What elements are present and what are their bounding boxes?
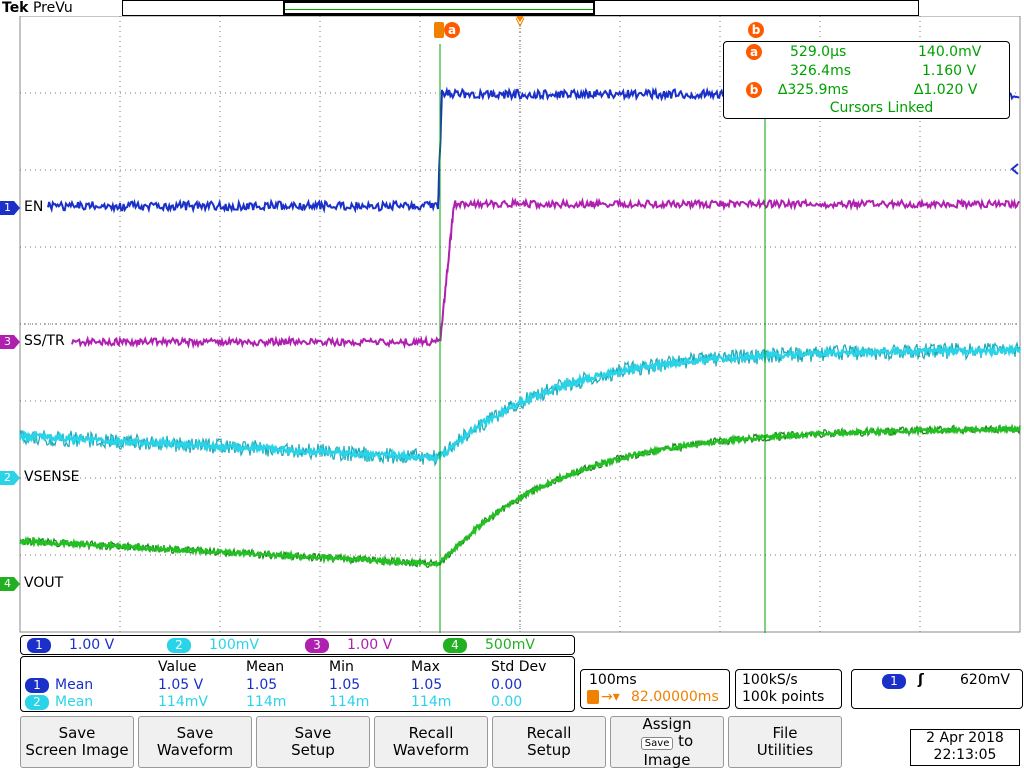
cursor-readout: a 529.0µs 140.0mV 326.4ms 1.160 V b ∆325… [723, 41, 1010, 119]
save-setup-button[interactable]: Save Setup [256, 716, 370, 768]
meas-row1-min: 1.05 [329, 676, 360, 694]
meas-row1-chip: 1 [25, 678, 49, 693]
assign-save-button[interactable]: Assign Save to Image [610, 716, 724, 768]
meas-header-min: Min [329, 658, 354, 676]
btn-line1: Save [257, 725, 369, 742]
meas-row1-stddev: 0.00 [491, 676, 522, 694]
btn-line2: Setup [257, 742, 369, 759]
meas-row2-max: 114m [411, 693, 451, 711]
trigger-level: 620mV [960, 672, 1010, 688]
btn-line2: Utilities [729, 742, 841, 759]
trigger-readout[interactable]: 1 ʃ 620mV [851, 669, 1023, 709]
btn-line2: Waveform [139, 742, 251, 759]
ch1-scale[interactable]: 1.00 V [69, 636, 114, 654]
cursor-a-time: 529.0µs [790, 43, 846, 61]
btn-line2: Screen Image [21, 742, 133, 759]
preview-line [285, 9, 593, 10]
meas-header-value: Value [158, 658, 196, 676]
save-waveform-button[interactable]: Save Waveform [138, 716, 252, 768]
ch1-scale-chip[interactable]: 1 [27, 638, 51, 653]
meas-row2-stddev: 0.00 [491, 693, 522, 711]
trigger-t-small-icon [587, 690, 599, 704]
trigger-source-chip: 1 [882, 674, 906, 689]
save-key-icon: Save [641, 737, 674, 750]
meas-row2-min: 114m [329, 693, 369, 711]
cursor-delta-volt: ∆1.020 V [914, 81, 977, 99]
date-time: 2 Apr 2018 22:13:05 [910, 729, 1020, 766]
meas-row1-value: 1.05 V [158, 676, 203, 694]
meas-row2-chip: 2 [25, 695, 49, 710]
meas-row2-value: 114mV [158, 693, 208, 711]
meas-row2-mean: 114m [246, 693, 286, 711]
btn-to: to [678, 732, 693, 750]
ch2-scale[interactable]: 100mV [209, 636, 259, 654]
record-preview[interactable] [122, 0, 919, 16]
ch3-scale-chip[interactable]: 3 [305, 638, 329, 653]
record-length: 100k points [742, 689, 824, 705]
btn-line3: Image [611, 752, 723, 768]
cursor-a-volt: 140.0mV [918, 43, 981, 61]
channel-scale-bar: 1 1.00 V 2 100mV 3 1.00 V 4 500mV [20, 635, 575, 655]
trigger-arrow-icon: →▾ [601, 689, 620, 705]
trigger-position: 82.00000ms [631, 689, 719, 705]
btn-line1: Recall [375, 725, 487, 742]
ch1-label: EN [24, 199, 43, 215]
ch2-scale-chip[interactable]: 2 [167, 638, 191, 653]
cursors-linked-label: Cursors Linked [724, 99, 1009, 117]
measurement-table[interactable]: Value Mean Min Max Std Dev 1 Mean 1.05 V… [20, 656, 575, 712]
ch3-label: SS/TR [24, 333, 65, 349]
btn-line2: Waveform [375, 742, 487, 759]
meas-header-max: Max [411, 658, 440, 676]
cursor-b-readout-badge: b [746, 82, 762, 98]
file-utilities-button[interactable]: File Utilities [728, 716, 842, 768]
ch4-label: VOUT [24, 575, 63, 591]
cursor-delta-time: ∆325.9ms [778, 81, 848, 99]
btn-line2: Save to [611, 733, 723, 752]
trigger-slope-icon: ʃ [918, 672, 924, 688]
ch4-scale-chip[interactable]: 4 [443, 638, 467, 653]
btn-line2: Setup [493, 742, 605, 759]
cursor-a-readout-badge: a [746, 44, 762, 60]
cursor-b-time: 326.4ms [790, 62, 851, 80]
btn-line1: File [729, 725, 841, 742]
recall-setup-button[interactable]: Recall Setup [492, 716, 606, 768]
trigger-t-icon [434, 22, 444, 38]
save-screen-image-button[interactable]: Save Screen Image [20, 716, 134, 768]
date: 2 Apr 2018 [911, 730, 1019, 747]
time: 22:13:05 [911, 747, 1019, 764]
acquisition-readout[interactable]: 100kS/s 100k points [735, 669, 842, 709]
meas-header-mean: Mean [246, 658, 284, 676]
ch3-scale[interactable]: 1.00 V [347, 636, 392, 654]
meas-row1-label: Mean [55, 676, 93, 694]
timebase: 100ms [589, 672, 637, 688]
brand-label: Tek PreVu [2, 0, 73, 16]
preview-window[interactable] [283, 1, 595, 15]
cursor-a-badge[interactable]: a [444, 22, 460, 38]
cursor-b-badge[interactable]: b [748, 22, 764, 38]
horizontal-readout[interactable]: 100ms →▾ 82.00000ms [580, 669, 730, 709]
meas-header-stddev: Std Dev [491, 658, 546, 676]
btn-line1: Save [21, 725, 133, 742]
recall-waveform-button[interactable]: Recall Waveform [374, 716, 488, 768]
btn-line1: Save [139, 725, 251, 742]
cursor-b-volt: 1.160 V [922, 62, 976, 80]
btn-line1: Assign [611, 716, 723, 733]
ch4-scale[interactable]: 500mV [485, 636, 535, 654]
header-bar: Tek PreVu [0, 0, 1024, 16]
ch2-label: VSENSE [24, 469, 80, 485]
meas-row2-label: Mean [55, 693, 93, 711]
sample-rate: 100kS/s [742, 672, 798, 688]
meas-row1-mean: 1.05 [246, 676, 277, 694]
btn-line1: Recall [493, 725, 605, 742]
meas-row1-max: 1.05 [411, 676, 442, 694]
